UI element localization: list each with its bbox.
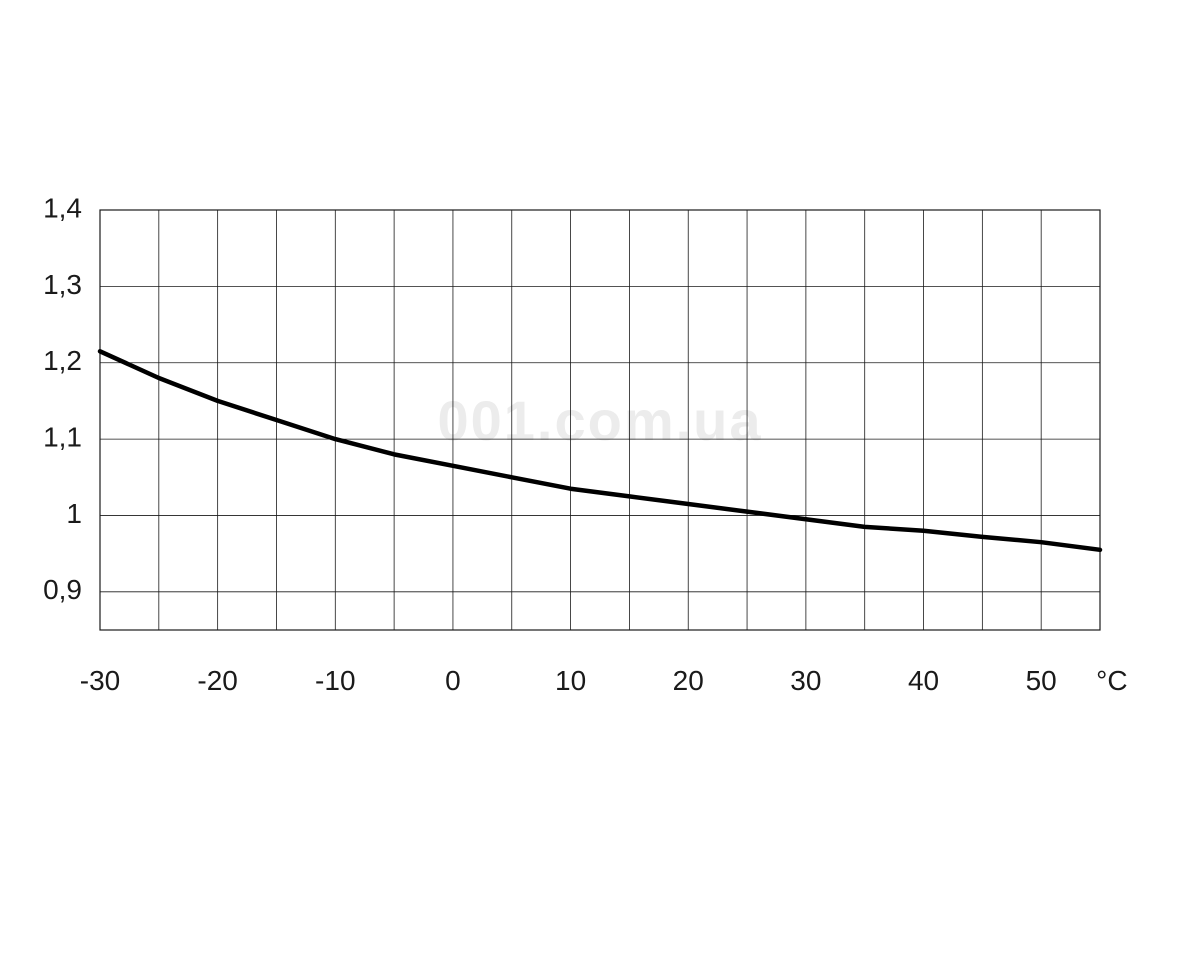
line-chart: 001.com.ua 0,9 1 1,1 1,2 1,3 1,4 -30 -20 -10 0 10 20… [0,0,1200,960]
x-tick-label: 50 [1026,665,1057,696]
y-tick-label: 1,3 [43,269,82,300]
x-tick-label: 0 [445,665,461,696]
x-unit-label: °C [1096,665,1127,696]
y-tick-label: 0,9 [43,574,82,605]
y-tick-label: 1,4 [43,192,82,223]
y-tick-label: 1 [66,498,82,529]
x-tick-label: 30 [790,665,821,696]
x-tick-label: 20 [673,665,704,696]
chart-container: 001.com.ua 0,9 1 1,1 1,2 1,3 1,4 -30 -20 -10 0 10 20… [0,0,1200,960]
x-tick-label: -30 [80,665,120,696]
x-tick-label: 10 [555,665,586,696]
chart-background [0,0,1200,960]
y-tick-label: 1,2 [43,345,82,376]
watermark-text: 001.com.ua [437,389,762,452]
x-tick-label: -10 [315,665,355,696]
y-tick-label: 1,1 [43,421,82,452]
x-tick-label: -20 [197,665,237,696]
x-tick-label: 40 [908,665,939,696]
